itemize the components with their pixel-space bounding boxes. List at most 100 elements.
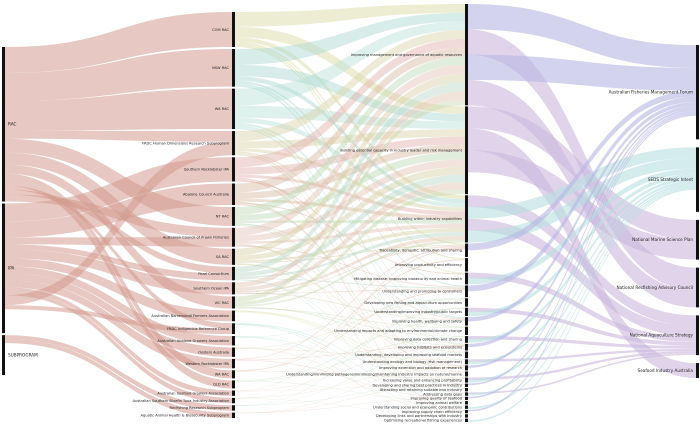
link-nsw_rac-understand_consumer [235, 80, 465, 287]
link-asga-practices [235, 384, 465, 392]
node-label-traceability: Traceability, domestic, attribution and … [378, 249, 462, 253]
link-delivery-seds [468, 185, 696, 396]
node-label-welfare: Improving animal welfare [416, 401, 463, 405]
link-sra_ipa-capacity [235, 136, 465, 175]
node-bar-quality [465, 396, 468, 401]
node-label-habitats: Improving habitats and ecosystems [398, 345, 462, 349]
link-rac-wa_rac_big [5, 88, 232, 131]
link-wa_rac_big-build_within [235, 117, 465, 208]
link-wra_ipa-habitats [235, 345, 465, 360]
link-so_ipa-improve_mgmt [235, 91, 465, 288]
node-bar-welfare [465, 401, 468, 405]
link-aba_council-improve_mgmt [235, 47, 465, 193]
link-ecology_biology-seds [468, 180, 696, 365]
link-sbt-new_links [235, 398, 465, 415]
link-value_enhance-seds [468, 183, 696, 383]
link-frdc_hdrs-build_within [235, 148, 465, 212]
link-acpf-adoption [235, 244, 465, 367]
node-bar-productivity [465, 258, 468, 272]
link-frdc_irg-practices [235, 323, 465, 385]
link-ipa-frdc_hdrs [5, 141, 232, 306]
node-bar-practices [465, 383, 468, 387]
link-supply_chain-afmf [468, 114, 696, 412]
link-vic_rac-build_within [235, 240, 465, 307]
link-ipa-abfa [5, 258, 232, 322]
node-bar-social_econ [465, 405, 468, 409]
node-bar-adoption [465, 365, 468, 371]
link-nt_rac-social_econ [235, 224, 465, 406]
node-label-so_ipa: Southern Ocean IPA [193, 287, 229, 291]
link-aba_council-disease [235, 202, 465, 275]
link-wa_rac-value_enhance [235, 370, 465, 379]
link-traceability-afmf [468, 90, 696, 251]
link-wa_rac_big-attracting [235, 127, 465, 389]
link-rac-vic_rac [5, 164, 232, 309]
link-sa_rac-capacity [235, 166, 465, 261]
link-ipa-aba_council [5, 183, 232, 238]
link-oyster-ecology_biology [235, 348, 465, 361]
node-label-vic_rac: VIC RAC [215, 301, 230, 305]
node-bar-adapt_climate [465, 326, 468, 336]
link-aba_council-social_license [235, 203, 465, 372]
node-bar-aahb [232, 412, 235, 418]
link-acpf-supply_chain [235, 243, 465, 411]
link-com_rac-traceability [235, 41, 465, 245]
link-acpf-capacity [235, 159, 465, 242]
link-vic_rac-improve_mgmt [235, 100, 465, 302]
link-abfa-value_enhance [235, 311, 465, 378]
link-sa_rac-improve_mgmt [235, 73, 465, 256]
node-bar-oyster [232, 347, 235, 357]
node-bar-abfa [232, 310, 235, 322]
link-aaga-recreational [235, 336, 465, 420]
node-label-seds: SEDS Strategic Intent [648, 177, 694, 182]
link-sra_ipa-adoption [235, 177, 465, 366]
node-bar-seds [696, 147, 699, 212]
link-aahb-adoption [235, 367, 465, 414]
link-frdc_hdrs-recreational [235, 154, 465, 419]
link-rac-pearl [5, 189, 232, 274]
link-aahb-practices [235, 384, 465, 414]
node-label-frdc_hdrs: FRDC Human Dimensions Research Subprogra… [142, 141, 230, 145]
link-vic_rac-adapt_climate [235, 307, 465, 329]
node-label-sra_ipa: Southern Rocklobster IPA [184, 168, 230, 172]
node-label-understand_consumer: Understanding and promoting to consumers [382, 290, 462, 294]
node-label-value_enhance: Increasing value and enhancing profitabi… [383, 378, 463, 382]
link-frdc_hdrs-habitats [235, 151, 465, 345]
node-label-abfa: Australian Barramundi Farmers Associatio… [151, 314, 229, 318]
link-sra_ipa-supply_chain [235, 179, 465, 411]
link-sbt-adoption [235, 366, 465, 399]
node-label-afmf: Australian Fisheries Management Forum [609, 89, 693, 94]
link-com_rac-build_within [235, 37, 465, 200]
link-sra_ipa-health_wellbeing [235, 180, 465, 320]
node-label-ipa: IPA [8, 266, 14, 271]
link-aahb-quality [235, 397, 465, 413]
node-label-wra_ipa: Western Rocklobster IPA [185, 362, 229, 366]
node-label-data_collection: Improving data collection and sharing [394, 338, 462, 342]
node-label-practices: Developing and sharing best practices in… [372, 384, 462, 388]
link-com_rac-disease [235, 45, 465, 274]
node-label-supply_chain: Improving supply chain efficiency [402, 410, 463, 414]
node-label-sia: Seafood Industry Australia [638, 368, 694, 373]
node-label-sbt: Australian Southern Bluefin Tuna Industr… [133, 399, 229, 403]
link-rac-frdc_hdrs [5, 130, 232, 142]
link-acpf-understand_consumer [235, 245, 465, 288]
node-bar-wa_rac_big [232, 88, 235, 130]
link-ipa-frdc_irg [5, 305, 232, 335]
link-frdc_hdrs-attracting [235, 152, 465, 389]
link-pearl-capacity [235, 174, 465, 277]
node-label-com_rac: COM RAC [212, 28, 229, 32]
node-label-health_wellbeing: Improving health, wellbeing and safety [392, 320, 463, 324]
node-bar-aba_council [232, 183, 235, 206]
link-ecology_biology-nas [468, 348, 696, 362]
node-label-asga: Australian Seafood Growers Association [157, 391, 229, 395]
link-acpf-improve_mgmt [235, 65, 465, 236]
link-health_wellbeing-afmf [468, 102, 696, 322]
link-asga-habitats [235, 346, 465, 391]
link-sa_rac-dev_tools [235, 264, 465, 353]
node-bar-attracting [465, 387, 468, 392]
link-qld_rac-welfare [235, 380, 465, 402]
node-bar-frdc_irg [232, 323, 235, 335]
link-ipa-acpf [5, 237, 232, 247]
link-asga-traceability [235, 248, 465, 392]
link-rac-nsw_rac [5, 48, 232, 101]
